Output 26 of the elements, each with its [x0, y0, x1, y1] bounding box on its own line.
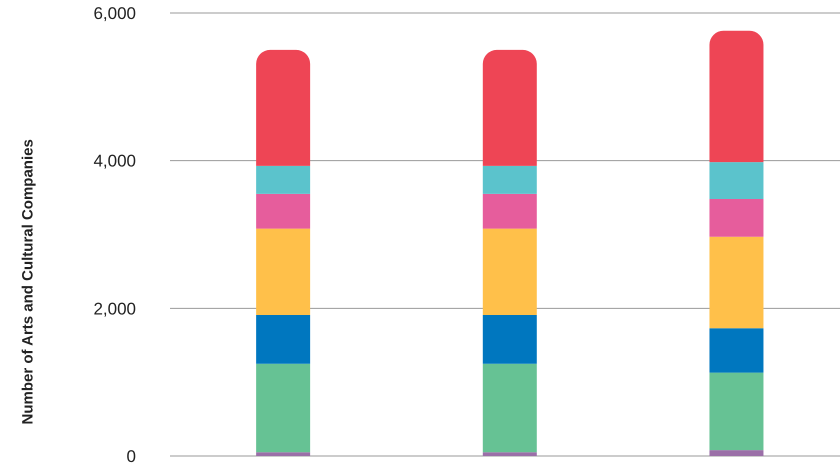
bar [709, 372, 764, 450]
bar [482, 166, 537, 194]
y-tick-label: 6,000 [93, 4, 136, 24]
bar [482, 452, 537, 456]
bar [482, 364, 537, 452]
bar [709, 199, 764, 237]
bar [256, 228, 310, 315]
bar [256, 166, 310, 194]
y-tick-label: 0 [126, 447, 136, 466]
bar [709, 30, 764, 162]
bar [256, 50, 310, 166]
y-axis-title: Number of Arts and Cultural Companies [19, 139, 36, 424]
bar [256, 314, 310, 364]
bar [482, 194, 537, 229]
bar [256, 452, 310, 456]
bar [709, 450, 764, 456]
bar [709, 236, 764, 328]
bar [482, 228, 537, 315]
bar [482, 50, 537, 166]
y-tick-label: 2,000 [93, 299, 136, 318]
bar [482, 314, 537, 364]
bar [256, 194, 310, 229]
bar [709, 328, 764, 373]
bar [709, 162, 764, 200]
bar [256, 364, 310, 452]
y-tick-label: 4,000 [93, 152, 136, 171]
